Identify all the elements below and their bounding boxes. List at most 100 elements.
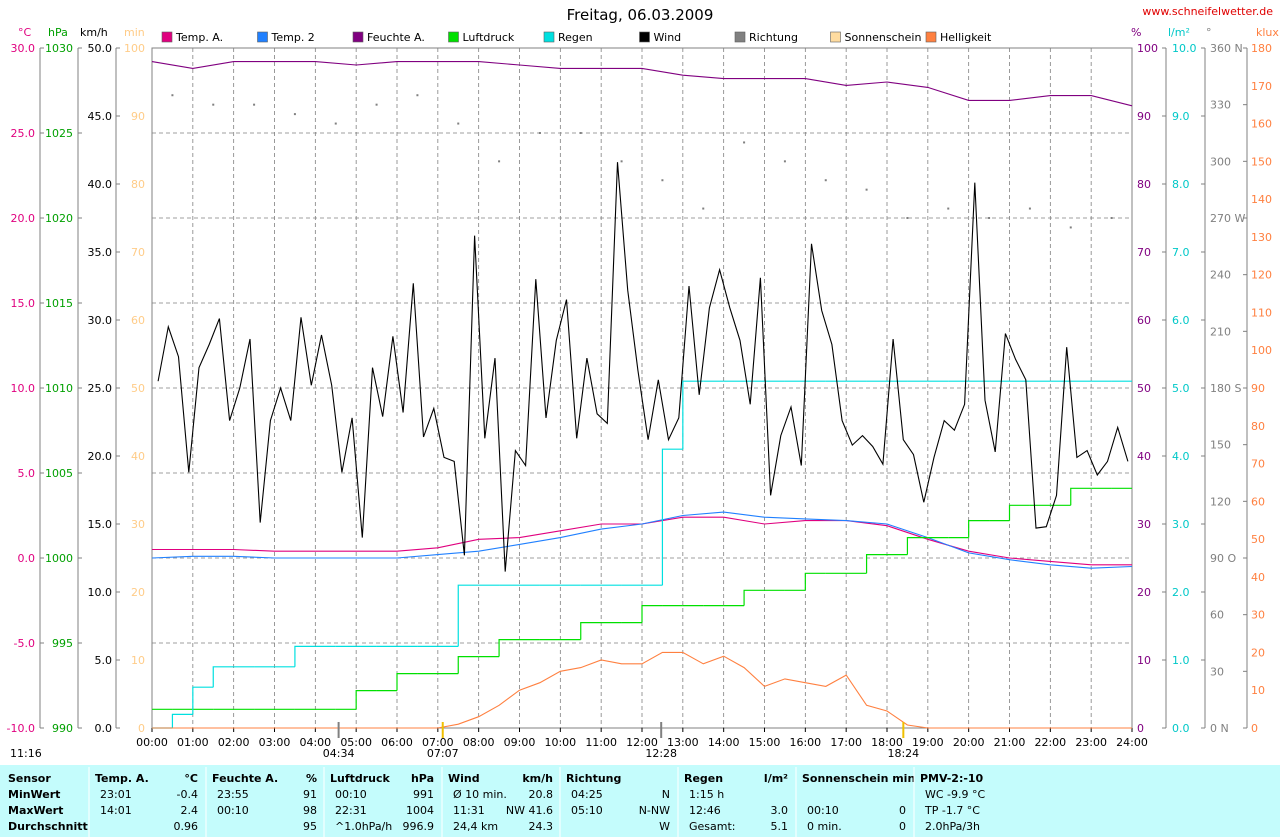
- y-tick-label: 50: [1251, 533, 1265, 546]
- table-cell: 00:10: [335, 788, 367, 801]
- step-segment: [212, 666, 234, 688]
- step-segment: [865, 554, 887, 574]
- dot: [824, 179, 827, 182]
- time-marker-label: 07:07: [427, 747, 459, 760]
- step-segment: [1008, 504, 1030, 521]
- y-tick-label: 150: [1210, 439, 1231, 452]
- dot: [293, 113, 296, 116]
- y-tick-label: 45.0: [88, 110, 113, 123]
- y-tick-label: 2.0: [1172, 586, 1190, 599]
- table-cell: 0: [899, 804, 906, 817]
- x-tick-label: 24:00: [1116, 736, 1148, 749]
- table-cell: N-NW: [639, 804, 670, 817]
- y-tick-label: 7.0: [1172, 246, 1190, 259]
- y-tick-label: 90: [131, 110, 145, 123]
- table-cell: 14:01: [100, 804, 132, 817]
- x-tick-label: 21:00: [994, 736, 1026, 749]
- x-tick-label: 07:00: [422, 736, 454, 749]
- dot: [743, 141, 746, 144]
- y-tick-label: 30.0: [11, 42, 36, 55]
- dot: [457, 122, 460, 125]
- x-tick-label: 03:00: [259, 736, 291, 749]
- y-tick-label: 270 W: [1210, 212, 1245, 225]
- step-segment: [804, 572, 826, 591]
- dot: [702, 207, 705, 210]
- legend-label: Sonnenschein: [845, 31, 922, 44]
- dot: [253, 103, 256, 106]
- table-cell: MaxWert: [8, 804, 63, 817]
- dot: [538, 132, 541, 134]
- table-cell: Sonnenschein min: [802, 772, 915, 785]
- table-cell: Feuchte A.: [212, 772, 278, 785]
- series-line: [157, 162, 1129, 572]
- dot: [906, 217, 909, 219]
- x-tick-label: 14:00: [708, 736, 740, 749]
- x-tick-label: 17:00: [830, 736, 862, 749]
- legend-label: Wind: [654, 31, 682, 44]
- legend-label: Luftdruck: [463, 31, 515, 44]
- y-tick-label: 150: [1251, 155, 1272, 168]
- table-cell: MinWert: [8, 788, 60, 801]
- y-tick-label: 25.0: [88, 382, 113, 395]
- axis-unit: klux: [1256, 26, 1279, 39]
- y-tick-label: 10: [1251, 684, 1265, 697]
- time-marker-label: 04:34: [323, 747, 355, 760]
- y-tick-label: 70: [1251, 458, 1265, 471]
- dot: [947, 207, 950, 210]
- table-cell: Sensor: [8, 772, 51, 785]
- axis-unit: km/h: [80, 26, 108, 39]
- y-tick-label: 10: [131, 654, 145, 667]
- legend-label: Richtung: [749, 31, 798, 44]
- legend-swatch: [352, 31, 364, 43]
- y-tick-label: 60: [1210, 609, 1224, 622]
- y-tick-label: 35.0: [88, 246, 113, 259]
- x-tick-label: 05:00: [340, 736, 372, 749]
- legend-label: Temp. 2: [271, 31, 315, 44]
- dot: [416, 94, 419, 97]
- table-cell: 3.0: [771, 804, 789, 817]
- y-tick-label: 300: [1210, 155, 1231, 168]
- table-cell: 91: [303, 788, 317, 801]
- chart-title: Freitag, 06.03.2009: [567, 6, 714, 24]
- dot: [1110, 217, 1113, 219]
- table-cell: hPa: [411, 772, 434, 785]
- y-tick-label: 180: [1251, 42, 1272, 55]
- table-cell: 991: [413, 788, 434, 801]
- x-tick-label: 02:00: [218, 736, 250, 749]
- time-marker-label: 18:24: [887, 747, 919, 760]
- step-segment: [641, 605, 663, 623]
- y-tick-label: 25.0: [11, 127, 36, 140]
- dot: [171, 94, 174, 97]
- table-cell: Gesamt:: [689, 820, 736, 833]
- dot: [620, 160, 623, 163]
- x-tick-label: 09:00: [504, 736, 536, 749]
- table-cell: 05:10: [571, 804, 603, 817]
- x-tick-label: 18:00: [871, 736, 903, 749]
- x-tick-label: 19:00: [912, 736, 944, 749]
- y-tick-label: 360 N: [1210, 42, 1243, 55]
- y-tick-label: 40: [1137, 450, 1151, 463]
- table-cell: 5.1: [771, 820, 789, 833]
- dot: [661, 179, 664, 182]
- y-tick-label: 80: [1137, 178, 1151, 191]
- step-segment: [294, 645, 316, 667]
- axis-unit: min: [124, 26, 145, 39]
- x-tick-label: 01:00: [177, 736, 209, 749]
- dot: [988, 217, 991, 219]
- y-tick-label: 30.0: [88, 314, 113, 327]
- dot: [212, 103, 215, 106]
- dot: [1028, 207, 1031, 210]
- y-tick-label: 15.0: [11, 297, 36, 310]
- y-tick-label: 995: [52, 637, 73, 650]
- table-cell: 22:31: [335, 804, 367, 817]
- table-cell: 98: [303, 804, 317, 817]
- y-tick-label: 0: [1251, 722, 1258, 735]
- step-segment: [355, 690, 377, 710]
- y-tick-label: 70: [131, 246, 145, 259]
- dot: [783, 160, 786, 163]
- y-tick-label: 5.0: [18, 467, 36, 480]
- y-tick-label: 50: [1137, 382, 1151, 395]
- table-cell: 0 min.: [807, 820, 842, 833]
- table-cell: %: [306, 772, 317, 785]
